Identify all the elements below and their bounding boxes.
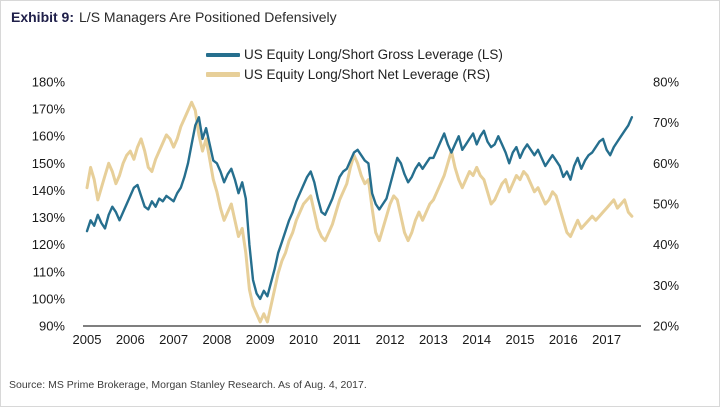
y-axis-left-tick: 100% [32,291,66,306]
x-axis-year-tick: 2007 [159,332,188,347]
y-axis-right-tick: 40% [653,237,679,252]
y-axis-left-tick: 120% [32,237,66,252]
x-axis-year-tick: 2005 [73,332,102,347]
y-axis-left-tick: 150% [32,156,66,171]
net-line-swatch [206,72,240,77]
y-axis-left-tick: 110% [33,264,66,279]
y-axis-left-tick: 130% [32,210,66,225]
exhibit-header: Exhibit 9: L/S Managers Are Positioned De… [11,9,337,25]
y-axis-left-tick: 140% [32,183,66,198]
y-axis-right-tick: 50% [653,197,679,212]
x-axis-year-tick: 2008 [202,332,231,347]
exhibit-label: Exhibit 9: [11,9,75,25]
gross-leverage-line [85,115,634,301]
y-axis-right-tick: 80% [653,75,679,90]
y-axis-right-tick: 70% [653,115,679,130]
x-axis-year-tick: 2011 [333,332,361,347]
x-axis-year-tick: 2009 [246,332,275,347]
exhibit-title: L/S Managers Are Positioned Defensively [79,9,337,25]
legend-item-gross: US Equity Long/Short Gross Leverage (LS) [206,47,503,62]
legend-item-net: US Equity Long/Short Net Leverage (RS) [206,67,503,82]
x-axis-year-tick: 2014 [462,332,491,347]
legend-label-net: US Equity Long/Short Net Leverage (RS) [244,67,491,82]
x-axis-year-tick: 2012 [376,332,405,347]
x-axis-year-tick: 2016 [549,332,578,347]
y-axis-right-tick: 30% [653,278,679,293]
x-axis-year-tick: 2006 [116,332,145,347]
x-axis-year-tick: 2017 [592,332,621,347]
x-axis-year-tick: 2013 [419,332,448,347]
x-axis-year-tick: 2010 [289,332,318,347]
chart-legend: US Equity Long/Short Gross Leverage (LS)… [206,47,503,82]
source-note: Source: MS Prime Brokerage, Morgan Stanl… [9,379,367,391]
y-axis-right-tick: 60% [653,156,679,171]
net-leverage-line [85,100,634,324]
legend-label-gross: US Equity Long/Short Gross Leverage (LS) [244,47,503,62]
gross-line-swatch [206,52,240,57]
y-axis-left-tick: 170% [32,102,66,117]
y-axis-right-tick: 20% [653,319,679,334]
x-axis-year-tick: 2015 [506,332,535,347]
y-axis-left-tick: 180% [32,75,66,90]
y-axis-left-tick: 90% [39,319,65,334]
y-axis-left-tick: 160% [32,129,66,144]
